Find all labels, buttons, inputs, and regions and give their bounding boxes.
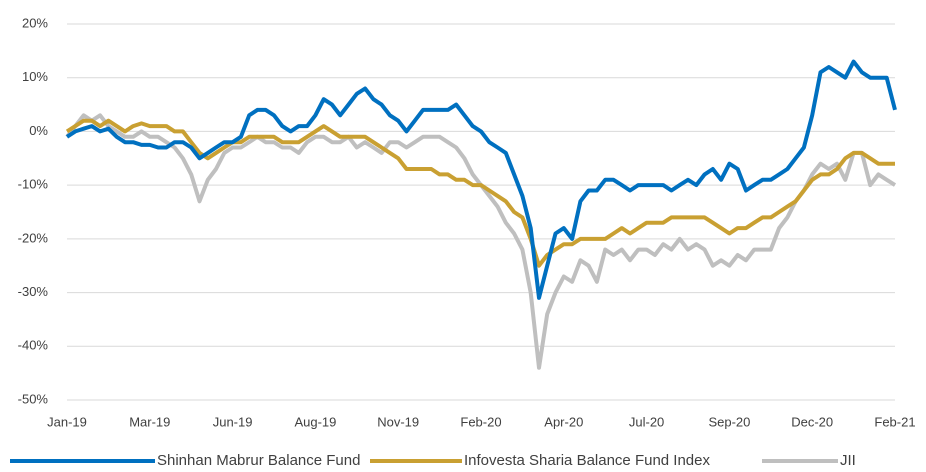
y-tick-label: 0% xyxy=(29,123,48,138)
x-tick-label: Jan-19 xyxy=(47,414,87,429)
x-tick-label: Mar-19 xyxy=(129,414,170,429)
x-tick-label: Dec-20 xyxy=(791,414,833,429)
y-tick-label: -30% xyxy=(18,284,49,299)
x-tick-label: Apr-20 xyxy=(544,414,583,429)
y-tick-label: -40% xyxy=(18,338,49,353)
x-tick-label: Feb-20 xyxy=(460,414,501,429)
x-tick-label: Feb-21 xyxy=(874,414,915,429)
y-tick-label: -10% xyxy=(18,177,49,192)
series-line xyxy=(65,59,897,300)
legend-label: Shinhan Mabrur Balance Fund xyxy=(157,452,360,469)
x-tick-label: Nov-19 xyxy=(377,414,419,429)
x-tick-label: Jun-19 xyxy=(213,414,253,429)
x-tick-label: Jul-20 xyxy=(629,414,664,429)
x-tick-label: Aug-19 xyxy=(294,414,336,429)
y-tick-label: 20% xyxy=(22,15,48,30)
series-line xyxy=(65,113,897,370)
legend-label: Infovesta Sharia Balance Fund Index xyxy=(464,452,710,469)
legend-label: JII xyxy=(840,452,856,469)
y-tick-label: -50% xyxy=(18,391,49,406)
y-tick-label: 10% xyxy=(22,69,48,84)
x-tick-label: Sep-20 xyxy=(708,414,750,429)
y-tick-label: -20% xyxy=(18,230,49,245)
series-line xyxy=(65,118,895,268)
